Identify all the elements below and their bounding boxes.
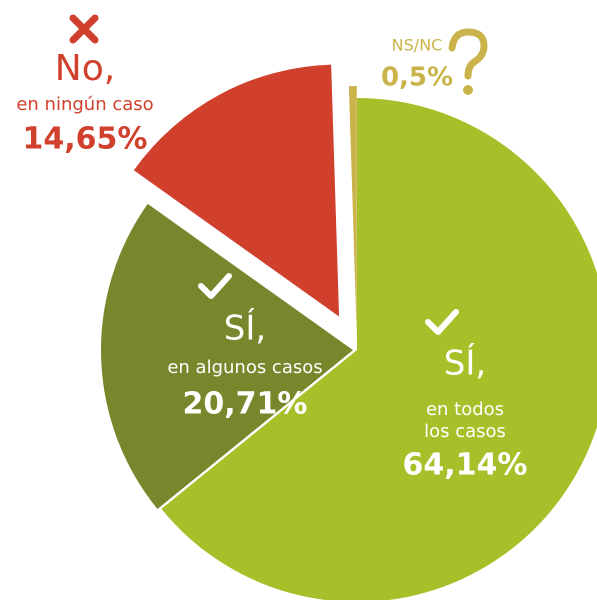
slice-sublabel: en todos: [426, 399, 504, 420]
value-label: 14,65%: [23, 122, 148, 157]
slice-sublabel: en algunos casos: [167, 357, 322, 378]
value-label: 0,5%: [381, 63, 453, 93]
pie-slice: [348, 86, 357, 339]
slice-sublabel: en ningún caso: [16, 94, 153, 115]
pie: [101, 64, 597, 600]
value-label: 20,71%: [183, 387, 308, 422]
value-label: 64,14%: [403, 448, 528, 483]
pie-slice: [161, 98, 597, 600]
check-icon: [425, 309, 459, 335]
pie-slice: [101, 203, 354, 510]
slice-label: SÍ,: [224, 308, 266, 349]
slice-label: NS/NC: [392, 36, 443, 55]
x-icon: [69, 14, 99, 44]
slice-label: No,: [55, 48, 115, 89]
question-dot: [463, 85, 473, 95]
slice-label: SÍ,: [444, 343, 486, 384]
check-icon: [198, 273, 232, 299]
question-icon: [448, 28, 488, 80]
slice-sublabel: los casos: [424, 421, 506, 442]
pie-slice: [133, 64, 340, 317]
